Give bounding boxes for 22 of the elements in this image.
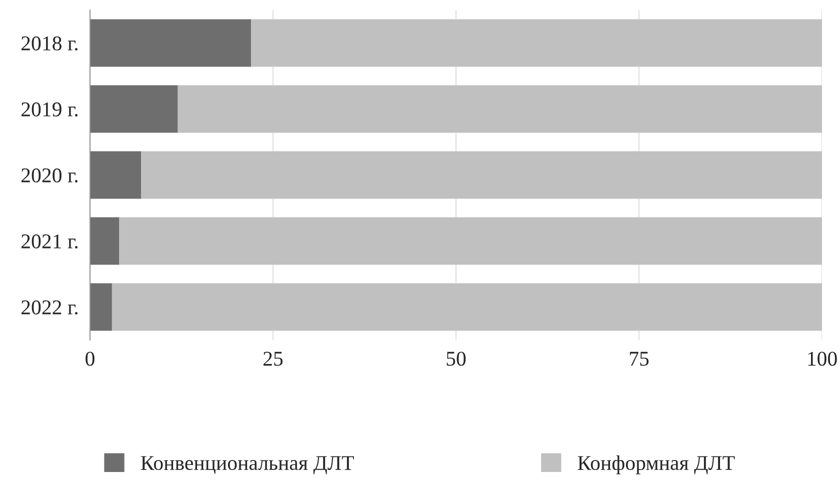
x-tick-label: 50 [446, 352, 466, 366]
y-tick-label: 2019 г. [22, 102, 78, 117]
y-tick-label: 2021 г. [22, 234, 78, 249]
bar [90, 217, 120, 265]
bar [251, 19, 822, 67]
bar [112, 283, 822, 331]
y-tick-label: 2020 г. [22, 168, 78, 183]
bar [119, 217, 822, 265]
legend-label: Конформная ДЛТ [578, 455, 735, 474]
bar [90, 85, 178, 133]
bar [90, 151, 142, 199]
y-tick-label: 2022 г. [22, 300, 78, 315]
legend-label: Конвенциональная ДЛТ [140, 456, 354, 474]
x-tick-label: 100 [808, 352, 837, 366]
y-tick-label: 2018 г. [22, 36, 78, 51]
x-tick-label: 0 [86, 352, 94, 366]
bar [90, 283, 112, 331]
x-tick-label: 75 [630, 352, 649, 366]
x-tick-label: 25 [264, 352, 283, 366]
bar [178, 85, 822, 133]
bar [90, 19, 252, 67]
bar [141, 151, 822, 199]
